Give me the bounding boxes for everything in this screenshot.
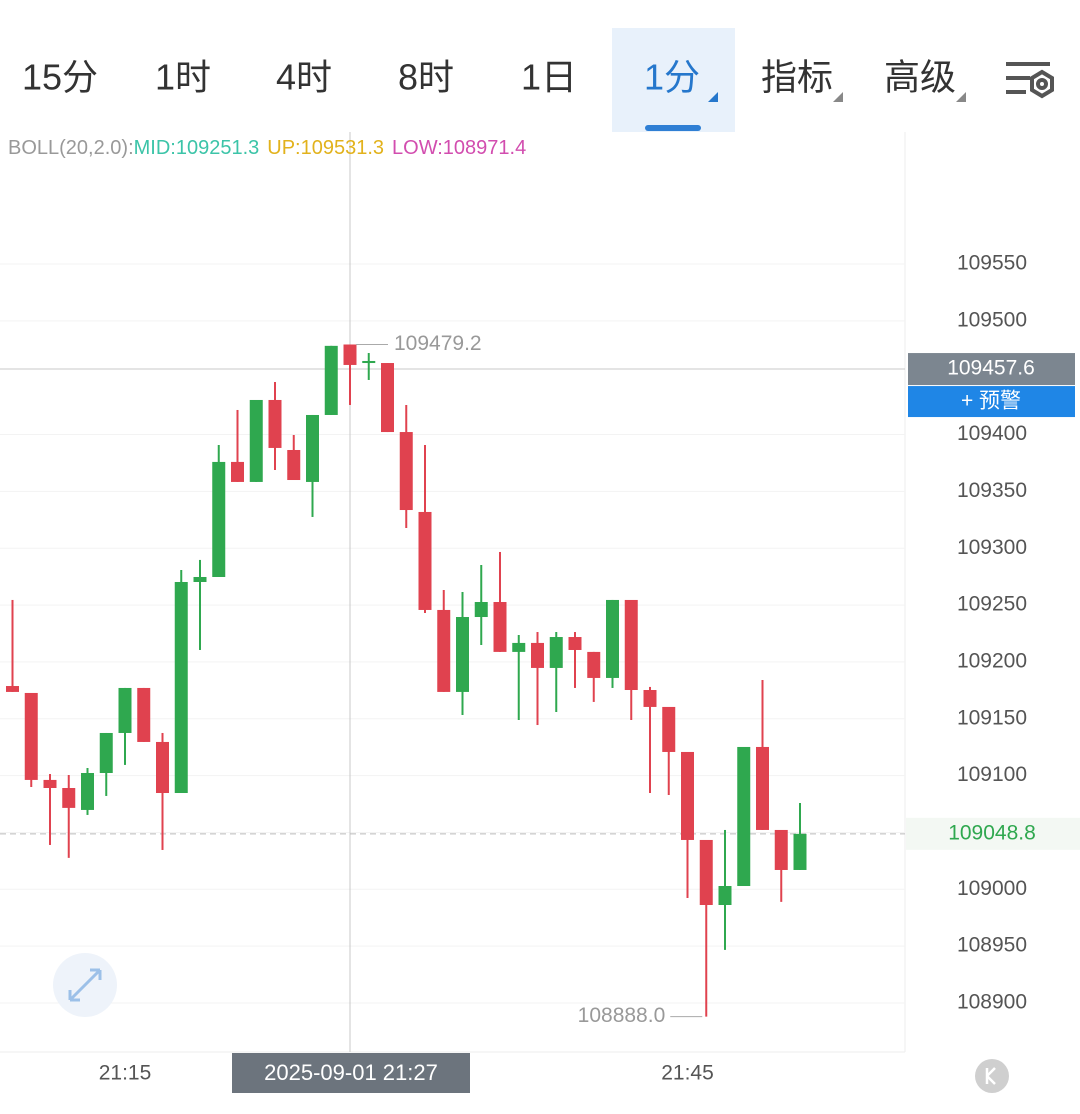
candle-body — [756, 746, 769, 830]
y-tick-label: 108900 — [957, 991, 1027, 1014]
alert-button[interactable]: + 预警 — [961, 390, 1021, 413]
candle-body — [268, 399, 282, 448]
legend-name: MID: — [134, 137, 176, 159]
candle-body — [699, 839, 713, 905]
tab[interactable]: 指标 — [761, 57, 833, 98]
candle-body — [6, 686, 19, 692]
candle-body — [287, 449, 301, 481]
candle-body — [662, 706, 676, 752]
y-tick-label: 108950 — [957, 934, 1027, 957]
tab[interactable]: 1分 — [644, 57, 700, 98]
candle-body — [156, 741, 169, 794]
toolbar: 15分 1时 4时 8时 1日 1分 指标 高级 — [22, 28, 966, 132]
candle-body — [249, 399, 263, 482]
last-price-bg — [906, 817, 1080, 850]
y-tick-label: 109300 — [957, 536, 1027, 559]
tab[interactable]: 4时 — [276, 57, 332, 98]
candle-body — [362, 360, 376, 364]
x-tick-label: 21:45 — [661, 1062, 714, 1085]
indicator-name: BOLL(20,2.0): — [8, 137, 134, 159]
last-price-label: 109048.8 — [948, 821, 1036, 844]
candle-body — [587, 651, 601, 678]
y-tick-label: 109250 — [957, 593, 1027, 616]
candle-body — [212, 461, 226, 577]
candle-body — [531, 642, 544, 668]
crosshair-date-bg — [232, 1053, 470, 1093]
candle-body — [193, 576, 207, 582]
candle-body — [99, 732, 113, 773]
candle-body — [81, 772, 94, 810]
active-tab-bg — [612, 28, 735, 132]
crosshair-date: 2025-09-01 21:27 — [264, 1060, 438, 1085]
candle-body — [737, 746, 751, 887]
alert-button-bg[interactable] — [908, 386, 1075, 418]
candle-body — [493, 602, 507, 652]
x-tick-label: 21:15 — [99, 1062, 152, 1085]
candle-body — [718, 886, 732, 905]
tab[interactable]: 8时 — [398, 57, 454, 98]
dropdown-arrow — [956, 92, 966, 102]
y-tick-label: 109400 — [957, 422, 1027, 445]
candle-body — [24, 692, 38, 780]
candle-body — [437, 609, 451, 692]
candle-body — [231, 461, 244, 482]
candle-body — [793, 833, 807, 870]
y-tick-label: 109500 — [957, 308, 1027, 331]
candle-body — [456, 617, 469, 692]
indicator-legend: BOLL(20,2.0):MID:109251.3 UP:109531.3 LOW:… — [8, 137, 526, 159]
candle-body — [512, 642, 526, 652]
crosshair-price: 109457.6 — [947, 357, 1035, 380]
legend-value: 109251.3 — [176, 137, 259, 159]
tab[interactable]: 1日 — [521, 57, 577, 98]
candle-body — [343, 344, 357, 365]
candle-body — [118, 687, 132, 733]
legend-value: 109531.3 — [301, 137, 384, 159]
candle-body — [474, 602, 488, 618]
candle-body — [606, 599, 619, 678]
candle-body — [568, 637, 582, 650]
candle-body — [381, 363, 394, 433]
y-tick-label: 109200 — [957, 649, 1027, 672]
active-tab-underline — [645, 125, 701, 131]
candle-body — [324, 345, 338, 415]
candle-body — [643, 690, 657, 707]
legend-name: UP: — [267, 137, 300, 159]
candle-body — [549, 637, 563, 668]
tab[interactable]: 高级 — [884, 57, 956, 98]
candle-body — [43, 779, 57, 789]
candle-body — [174, 581, 188, 794]
candle-body — [624, 599, 638, 691]
chart: 1089001089501090001090501091001091501092… — [0, 132, 1080, 1093]
annotation-label: 108888.0 — [578, 1004, 666, 1027]
dropdown-arrow — [833, 92, 843, 102]
settings-icon[interactable] — [1006, 62, 1054, 99]
crosshair-price-bg — [908, 353, 1075, 386]
candle-body — [681, 751, 694, 840]
candle-body — [62, 788, 76, 808]
legend-value: 108971.4 — [443, 137, 526, 159]
candle-body — [306, 414, 319, 482]
candle-body — [399, 432, 413, 511]
tab[interactable]: 15分 — [22, 57, 98, 98]
candle-body — [774, 829, 788, 870]
y-tick-label: 109350 — [957, 479, 1027, 502]
y-tick-label: 109150 — [957, 706, 1027, 729]
y-tick-label: 109550 — [957, 252, 1027, 275]
annotation-label: 109479.2 — [394, 332, 482, 355]
expand-button[interactable] — [53, 953, 117, 1017]
candle-body — [418, 511, 432, 610]
tab[interactable]: 1时 — [155, 57, 211, 98]
candle-body — [137, 687, 151, 742]
y-tick-label: 109000 — [957, 877, 1027, 900]
legend-name: LOW: — [392, 137, 443, 159]
dropdown-arrow — [708, 92, 718, 102]
k-button[interactable] — [975, 1059, 1009, 1093]
y-tick-label: 109100 — [957, 763, 1027, 786]
